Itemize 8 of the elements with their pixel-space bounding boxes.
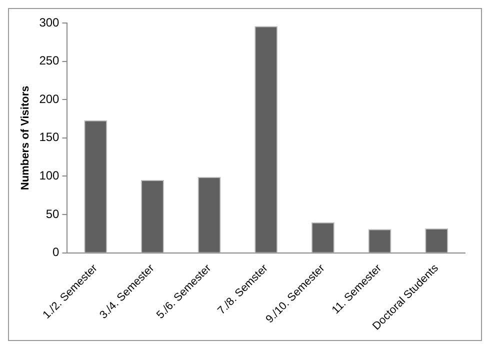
- y-tick-label: 300: [39, 15, 60, 30]
- y-tick-label: 50: [46, 206, 60, 221]
- y-tick-label: 150: [39, 130, 60, 144]
- y-tick-label: 0: [52, 245, 60, 260]
- y-tick-label: 200: [39, 92, 60, 106]
- y-tick-label: 100: [39, 168, 60, 183]
- y-tick-label: 250: [39, 54, 60, 68]
- y-axis-title: Numbers of Visitors: [20, 86, 32, 190]
